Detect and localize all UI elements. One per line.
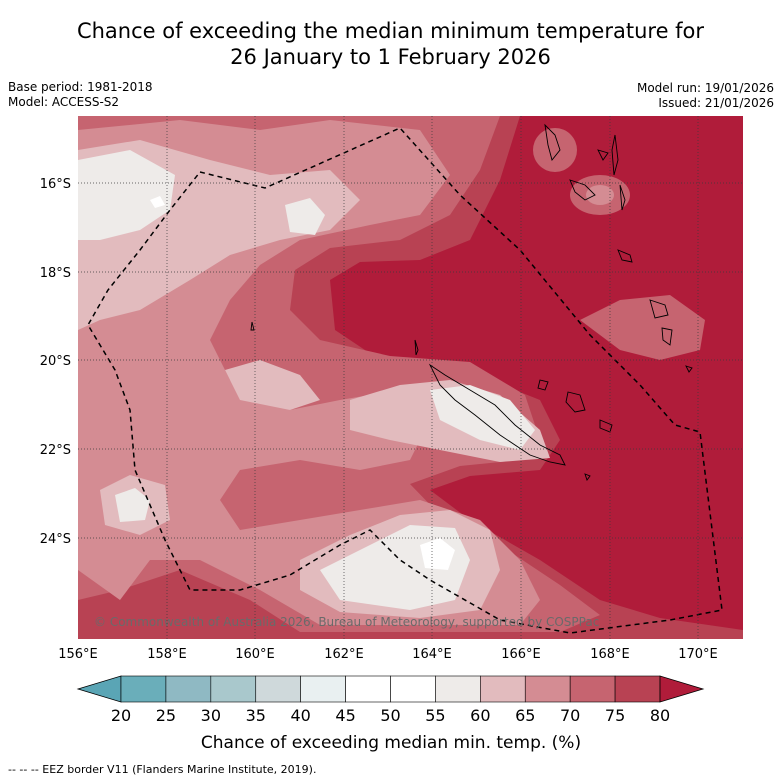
island-patch-1	[533, 128, 577, 172]
colorbar-segment-b35_40	[255, 675, 301, 703]
eez-footnote: -- -- -- EEZ border V11 (Flanders Marine…	[8, 763, 317, 776]
lat-labels: 16°S 18°S 20°S 22°S 24°S	[40, 177, 71, 547]
colorbar-segment-b65_70	[524, 675, 571, 703]
lon-label-156: 156°E	[58, 647, 98, 662]
band-vanuatu	[580, 295, 705, 360]
colorbar-segment-b50_55	[390, 675, 436, 703]
lon-label-158: 158°E	[147, 647, 187, 662]
lon-labels: 156°E 158°E 160°E 162°E 164°E 166°E 168°…	[58, 647, 718, 662]
colorbar-label: Chance of exceeding median min. temp. (%…	[201, 733, 581, 753]
colorbar-segment-b45_50	[345, 675, 391, 703]
lon-label-170: 170°E	[678, 647, 718, 662]
lon-label-166: 166°E	[501, 647, 541, 662]
colorbar-tick-65: 65	[515, 706, 535, 725]
band-55-60-d	[115, 488, 150, 522]
band-55-60-b	[285, 198, 325, 235]
colorbar-tick-45: 45	[335, 706, 355, 725]
lat-label-24: 24°S	[40, 532, 71, 547]
colorbar-tick-35: 35	[246, 706, 266, 725]
band-55-60	[78, 150, 175, 240]
coastlines	[250, 123, 693, 481]
map-title: Chance of exceeding the median minimum t…	[0, 18, 781, 70]
lon-label-168: 168°E	[590, 647, 630, 662]
colorbar-segment-b25_30	[165, 675, 212, 703]
lat-label-20: 20°S	[40, 354, 71, 369]
band-45-55-b	[420, 538, 455, 570]
colorbar-segment-b70_75	[569, 675, 616, 703]
colorbar-tick-25: 25	[156, 706, 176, 725]
lat-label-22: 22°S	[40, 443, 71, 458]
colorbar-tick-50: 50	[380, 706, 400, 725]
island-patch-2b	[586, 185, 614, 205]
colorbar: 20 25 30 35 40 45 50 55 60 65 70 75 80	[76, 675, 705, 725]
colorbar-segment-b40_45	[300, 675, 346, 703]
colorbar-tick-70: 70	[560, 706, 580, 725]
colorbar-tick-55: 55	[425, 706, 445, 725]
lon-label-162: 162°E	[324, 647, 364, 662]
lat-label-18: 18°S	[40, 266, 71, 281]
colorbar-segment-b75_80	[614, 675, 661, 703]
colorbar-tick-75: 75	[605, 706, 625, 725]
meta-left: Base period: 1981-2018 Model: ACCESS-S2	[8, 80, 153, 110]
band-60-65-b	[225, 360, 320, 410]
meta-right: Model run: 19/01/2026 Issued: 21/01/2026	[637, 81, 774, 111]
model-run: Model run: 19/01/2026	[636, 81, 774, 95]
colorbar-tick-20: 20	[111, 706, 131, 725]
gridlines	[78, 116, 743, 639]
lon-label-164: 164°E	[412, 647, 452, 662]
copyright-notice: © Commonwealth of Australia 2026, Bureau…	[94, 615, 599, 629]
colorbar-tick-40: 40	[290, 706, 310, 725]
colorbar-tick-60: 60	[470, 706, 490, 725]
colorbar-extend-high	[659, 675, 705, 703]
model-name: Model: ACCESS-S2	[8, 95, 120, 109]
colorbar-segment-b60_65	[480, 675, 526, 703]
colorbar-tick-80: 80	[650, 706, 670, 725]
lon-label-160: 160°E	[235, 647, 275, 662]
colorbar-segment-b20_25	[120, 675, 167, 703]
band-45-55	[150, 196, 165, 208]
issued-date: Issued: 21/01/2026	[658, 96, 774, 110]
colorbar-tick-30: 30	[201, 706, 221, 725]
colorbar-extend-low	[76, 675, 122, 703]
title-line-1: Chance of exceeding the median minimum t…	[76, 19, 705, 43]
colorbar-segment-b30_35	[210, 675, 257, 703]
probability-field: © Commonwealth of Australia 2026, Bureau…	[78, 116, 743, 639]
base-period: Base period: 1981-2018	[8, 80, 153, 94]
eez-border	[87, 127, 723, 634]
colorbar-segment-b55_60	[435, 675, 481, 703]
title-line-2: 26 January to 1 February 2026	[230, 45, 551, 69]
lat-label-16: 16°S	[40, 177, 71, 192]
